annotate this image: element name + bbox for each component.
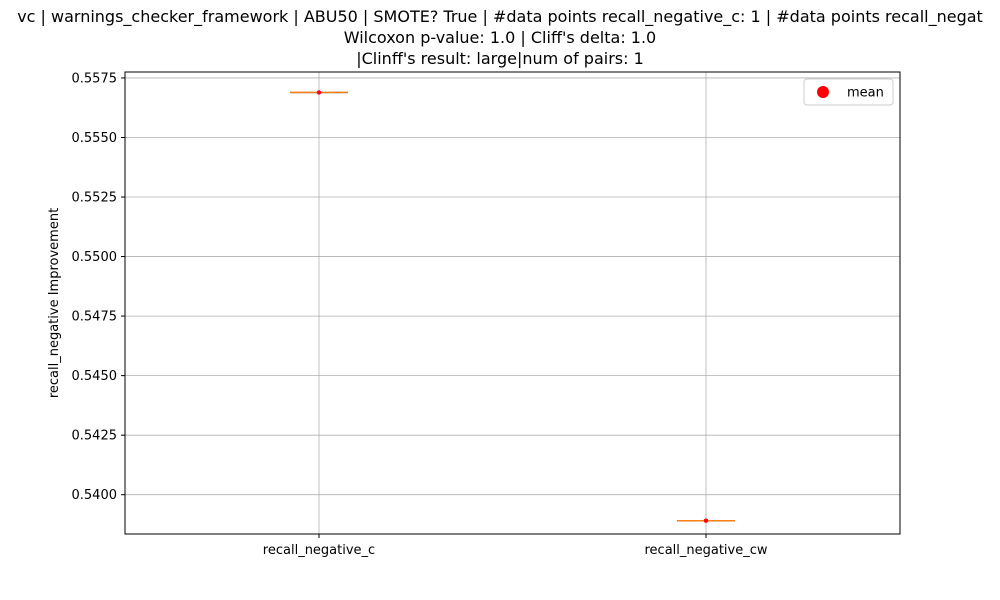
x-axis-ticks: recall_negative_c recall_negative_cw — [263, 534, 768, 558]
chart-title-line-2: Wilcoxon p-value: 1.0 | Cliff's delta: 1… — [344, 28, 656, 47]
grid-layer — [125, 72, 900, 534]
y-tick-label: 0.5500 — [72, 250, 118, 265]
y-tick-label: 0.5575 — [72, 71, 118, 86]
x-tick-label: recall_negative_cw — [644, 543, 767, 558]
chart-title-line-1: vc | warnings_checker_framework | ABU50 … — [17, 7, 983, 27]
x-tick-label: recall_negative_c — [263, 543, 375, 558]
y-axis-label: recall_negative Improvement — [47, 208, 62, 398]
y-tick-label: 0.5425 — [72, 429, 118, 444]
mean-marker-recall_negative_c — [316, 90, 322, 95]
y-tick-label: 0.5550 — [72, 131, 118, 146]
box-layer — [290, 90, 735, 523]
y-tick-label: 0.5475 — [72, 310, 118, 325]
legend-mean-label: mean — [847, 86, 884, 101]
legend: mean — [803, 78, 894, 106]
legend-mean-marker — [817, 86, 829, 98]
y-tick-label: 0.5450 — [72, 369, 118, 384]
mean-marker-recall_negative_cw — [703, 518, 709, 523]
y-axis-ticks: 0.5400 0.5425 0.5450 0.5475 0.5500 0.5525 0.55… — [72, 71, 125, 503]
chart-title-line-3: |Clinff's result: large|num of pairs: 1 — [356, 49, 644, 68]
y-tick-label: 0.5525 — [72, 191, 118, 206]
legend-box — [803, 78, 894, 106]
plot-frame — [124, 71, 901, 535]
y-tick-label: 0.5400 — [72, 488, 118, 503]
